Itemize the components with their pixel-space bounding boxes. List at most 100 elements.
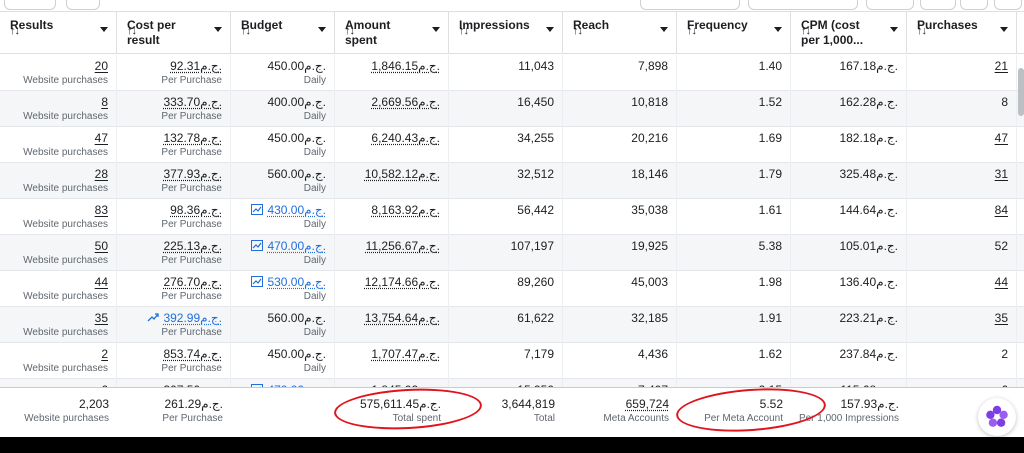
cell-subtext: Website purchases bbox=[23, 183, 108, 194]
table-row[interactable]: 35 Website purchases 392.99ج.م. Per Purchas… bbox=[0, 307, 1024, 343]
cell-value: 1.40 bbox=[758, 59, 782, 73]
table-row[interactable]: 50 Website purchases 225.13ج.م. Per Purchas… bbox=[0, 235, 1024, 271]
cell-value: 11,256.67ج.م. bbox=[365, 239, 440, 253]
table-row[interactable]: 47 Website purchases 132.78ج.م. Per Purchas… bbox=[0, 127, 1024, 163]
chevron-down-icon[interactable] bbox=[890, 27, 898, 32]
cell-reach: 7,898 bbox=[563, 55, 677, 91]
toolbar-button[interactable] bbox=[640, 0, 740, 10]
column-header-impressions[interactable]: Impressions ↑↓ bbox=[449, 12, 563, 54]
sort-icon[interactable]: ↑↓ bbox=[573, 25, 583, 37]
cell-value: 1.52 bbox=[758, 95, 782, 109]
cell-value: 16,450 bbox=[517, 95, 554, 109]
table-row[interactable]: 6Website purchases307.50ج.م.Per Purchase… bbox=[0, 379, 1024, 387]
cell-value: 1.61 bbox=[758, 203, 782, 217]
total-value: 659,724 bbox=[625, 397, 669, 411]
cell-cpm: 136.40ج.م. bbox=[791, 271, 907, 307]
cell-impressions: 89,260 bbox=[449, 271, 563, 307]
sort-icon[interactable]: ↑↓ bbox=[917, 25, 927, 37]
cell-spent: 1,845.02ج.م. bbox=[335, 379, 449, 387]
cell-subtext: Daily bbox=[303, 363, 326, 374]
toolbar-button[interactable] bbox=[866, 0, 914, 10]
cell-reach: 18,146 bbox=[563, 163, 677, 199]
cell-spent: 10,582.12ج.م. bbox=[335, 163, 449, 199]
cell-value: 44 bbox=[994, 275, 1008, 289]
cell-reach: 7,407 bbox=[563, 379, 677, 387]
cell-value: 50 bbox=[94, 239, 108, 253]
cell-purchases: 44 bbox=[907, 271, 1017, 307]
cell-reach: 35,038 bbox=[563, 199, 677, 235]
column-header-cpr[interactable]: Cost per result ↑↓ bbox=[117, 12, 231, 54]
cell-cpr: 307.50ج.م.Per Purchase bbox=[117, 379, 231, 387]
trend-chart-icon bbox=[251, 204, 264, 215]
cell-subtext: Per Purchase bbox=[161, 363, 222, 374]
sort-icon[interactable]: ↑↓ bbox=[345, 25, 355, 37]
cell-value: 84 bbox=[994, 203, 1008, 217]
table-row[interactable]: 83 Website purchases 98.36ج.م. Per Purchase… bbox=[0, 199, 1024, 235]
cell-purchases: 31 bbox=[907, 163, 1017, 199]
column-header-spent[interactable]: Amount spent ↑↓ bbox=[335, 12, 449, 54]
column-header-results[interactable]: Results ↑↓ bbox=[0, 12, 117, 54]
chevron-down-icon[interactable] bbox=[1000, 27, 1008, 32]
cell-value: 1.69 bbox=[758, 131, 782, 145]
chevron-down-icon[interactable] bbox=[214, 27, 222, 32]
cell-results: 50 Website purchases bbox=[0, 235, 117, 271]
chevron-down-icon[interactable] bbox=[318, 27, 326, 32]
assistant-button[interactable] bbox=[978, 398, 1016, 436]
sort-icon[interactable]: ↑↓ bbox=[10, 25, 20, 37]
cell-spent: 1,707.47ج.م. bbox=[335, 343, 449, 379]
cell-value: 430.00ج.م. bbox=[267, 203, 326, 217]
toolbar-button[interactable] bbox=[960, 0, 988, 10]
cell-subtext: Website purchases bbox=[23, 111, 108, 122]
cell-frequency: 5.38 bbox=[677, 235, 791, 271]
toolbar-button[interactable] bbox=[4, 0, 56, 10]
cell-value: 47 bbox=[94, 131, 108, 145]
cell-value: 223.21ج.م. bbox=[839, 311, 898, 325]
cell-impressions: 61,622 bbox=[449, 307, 563, 343]
table-row[interactable]: 8 Website purchases 333.70ج.م. Per Purchase… bbox=[0, 91, 1024, 127]
cell-purchases: 35 bbox=[907, 307, 1017, 343]
cell-value: 182.18ج.م. bbox=[839, 131, 898, 145]
cell-value: 1,845.02ج.م. bbox=[371, 383, 440, 387]
cell-value: 4,436 bbox=[637, 347, 668, 361]
toolbar-button[interactable] bbox=[748, 0, 858, 10]
column-header-label: Amount spent bbox=[345, 18, 391, 47]
table-row[interactable]: 20 Website purchases 92.31ج.م. Per Purchase… bbox=[0, 55, 1024, 91]
cell-value: 8,163.92ج.م. bbox=[371, 203, 440, 217]
cell-value: 21 bbox=[994, 59, 1008, 73]
table-row[interactable]: 2 Website purchases 853.74ج.م. Per Purchase… bbox=[0, 343, 1024, 379]
table-row[interactable]: 44 Website purchases 276.70ج.م. Per Purchas… bbox=[0, 271, 1024, 307]
sort-icon[interactable]: ↑↓ bbox=[127, 25, 137, 37]
trend-chart-icon bbox=[251, 240, 264, 251]
cell-value: 44 bbox=[94, 275, 108, 289]
chevron-down-icon[interactable] bbox=[100, 27, 108, 32]
chevron-down-icon[interactable] bbox=[546, 27, 554, 32]
chevron-down-icon[interactable] bbox=[432, 27, 440, 32]
column-header-cpm[interactable]: CPM (cost per 1,000... ↑↓ bbox=[791, 12, 907, 54]
column-header-reach[interactable]: Reach ↑↓ bbox=[563, 12, 677, 54]
sort-icon[interactable]: ↑↓ bbox=[801, 25, 811, 37]
cell-cpr: 276.70ج.م. Per Purchase bbox=[117, 271, 231, 307]
sort-icon[interactable]: ↑↓ bbox=[459, 25, 469, 37]
column-header-budget[interactable]: Budget ↑↓ bbox=[231, 12, 335, 54]
cell-results: 20 Website purchases bbox=[0, 55, 117, 91]
chevron-down-icon[interactable] bbox=[774, 27, 782, 32]
cell-value: 560.00ج.م. bbox=[267, 167, 326, 181]
sort-icon[interactable]: ↑↓ bbox=[241, 25, 251, 37]
column-header-label: Purchases bbox=[917, 18, 978, 32]
cell-value: 276.70ج.م. bbox=[163, 275, 222, 289]
toolbar-button[interactable] bbox=[994, 0, 1022, 10]
column-header-frequency[interactable]: Frequency ↑↓ bbox=[677, 12, 791, 54]
column-header-purchases[interactable]: Purchases ↑↓ bbox=[907, 12, 1017, 54]
toolbar-button[interactable] bbox=[920, 0, 956, 10]
cell-reach: 10,818 bbox=[563, 91, 677, 127]
vertical-scrollbar[interactable] bbox=[1018, 68, 1024, 116]
cell-value: 56,442 bbox=[517, 203, 554, 217]
chevron-down-icon[interactable] bbox=[660, 27, 668, 32]
cell-value: 560.00ج.م. bbox=[267, 311, 326, 325]
cell-budget: 560.00ج.م. Daily bbox=[231, 163, 335, 199]
cell-value: 2 bbox=[1001, 347, 1008, 361]
sort-icon[interactable]: ↑↓ bbox=[687, 25, 697, 37]
toolbar-button[interactable] bbox=[66, 0, 100, 10]
cell-value: 470.00ج.م. bbox=[267, 239, 326, 253]
table-row[interactable]: 28 Website purchases 377.93ج.م. Per Purchas… bbox=[0, 163, 1024, 199]
